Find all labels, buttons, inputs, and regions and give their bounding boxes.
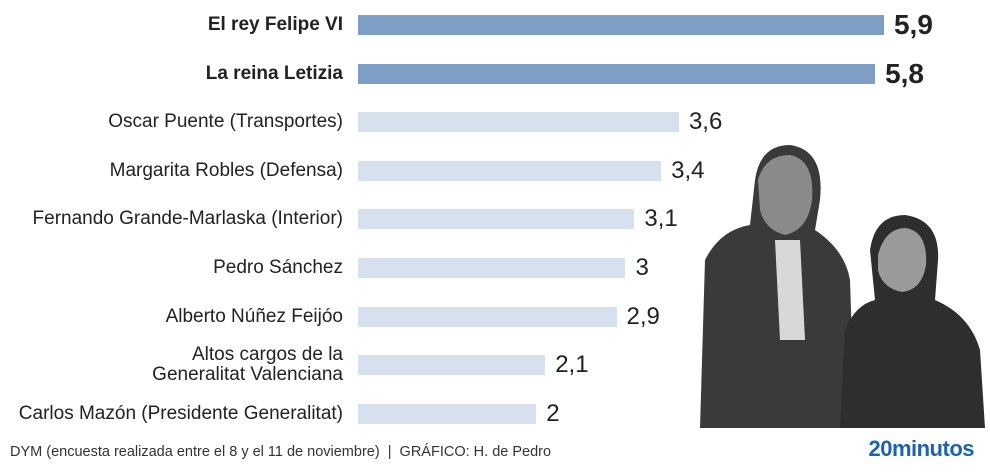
value-label: 3,4 <box>671 156 705 184</box>
value-label: 5,8 <box>885 57 924 89</box>
value-label: 2 <box>546 399 560 427</box>
bar <box>358 160 662 181</box>
value-label: 3 <box>635 254 649 281</box>
category-label: Pedro Sánchez <box>213 257 343 278</box>
bar <box>358 209 635 230</box>
category-label: Altos cargos de la Generalitat Valencian… <box>152 344 343 386</box>
value-label: 2,1 <box>555 351 589 379</box>
source: DYM (encuesta realizada entre el 8 y el … <box>10 444 552 460</box>
value-label: 5,9 <box>893 9 933 40</box>
bar <box>358 403 537 424</box>
category-label: Margarita Robles (Defensa) <box>109 159 343 181</box>
logo: 20minutos <box>868 436 974 461</box>
value-label: 3,1 <box>644 205 678 233</box>
category-label: Carlos Mazón (Presidente Generalitat) <box>18 402 343 424</box>
bar <box>358 63 876 84</box>
category-label: El rey Felipe VI <box>207 14 343 35</box>
bar <box>358 258 626 278</box>
value-label: 2,9 <box>626 302 660 330</box>
category-label: Fernando Grande-Marlaska (Interior) <box>32 208 343 230</box>
bar <box>358 355 546 376</box>
category-label: Alberto Núñez Feijóo <box>165 305 343 327</box>
photo <box>700 145 985 428</box>
value-label: 3,6 <box>688 108 723 136</box>
bar <box>358 306 617 327</box>
category-label: La reina Letizia <box>205 62 343 84</box>
bar <box>358 15 884 35</box>
category-label: Oscar Puente (Transportes) <box>108 111 343 133</box>
bar <box>358 112 679 133</box>
